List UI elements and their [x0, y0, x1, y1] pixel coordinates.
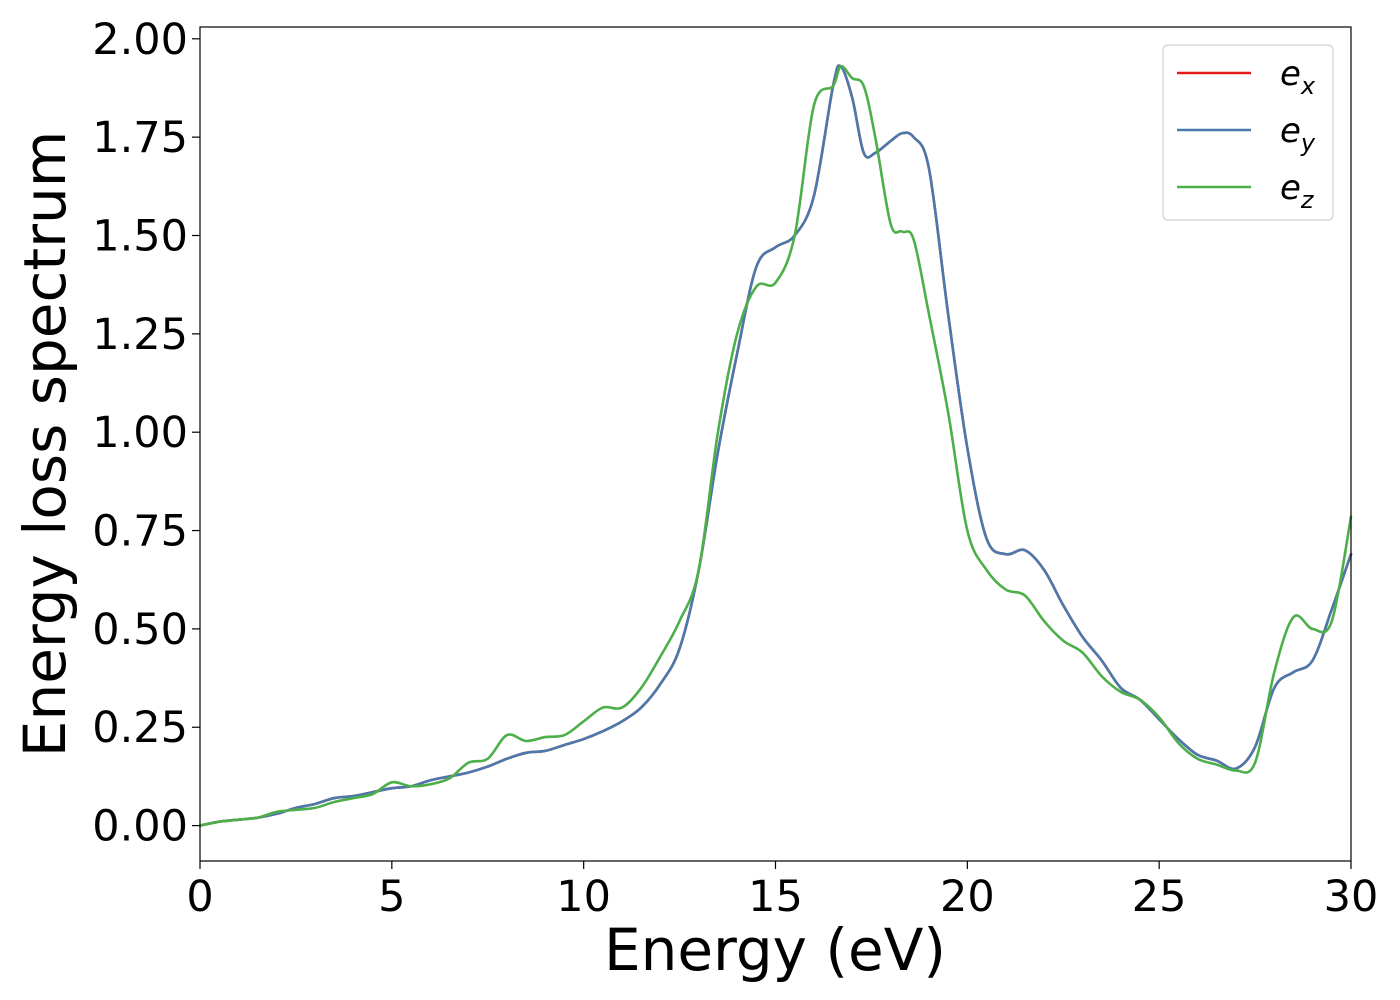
y-tick-label: 1.75 [92, 113, 188, 163]
legend-label: ey [1280, 111, 1316, 157]
x-tick-label: 30 [1324, 872, 1379, 922]
x-axis-title: Energy (eV) [604, 916, 946, 984]
legend-label: ez [1280, 168, 1315, 214]
y-tick-label: 0.50 [92, 605, 188, 655]
y-axis-title: Energy loss spectrum [11, 131, 79, 757]
legend-label: ex [1280, 54, 1316, 100]
x-tick-label: 5 [378, 872, 405, 922]
x-tick-label: 0 [186, 872, 213, 922]
x-tick-label: 10 [556, 872, 611, 922]
x-axis-ticks: 0 5 10 15 20 25 30 [186, 861, 1378, 922]
y-tick-label: 0.75 [92, 507, 188, 557]
y-tick-label: 0.00 [92, 802, 188, 852]
y-tick-label: 1.25 [92, 310, 188, 360]
y-tick-label: 2.00 [92, 15, 188, 65]
legend-box [1162, 44, 1334, 221]
y-tick-label: 0.25 [92, 703, 188, 753]
y-tick-label: 1.00 [92, 408, 188, 458]
series-layer [198, 64, 1353, 827]
x-tick-label: 15 [748, 872, 803, 922]
x-tick-label: 20 [940, 872, 995, 922]
series-line-e-z [198, 65, 1353, 827]
y-tick-label: 1.50 [92, 212, 188, 262]
y-axis-ticks: 0.00 0.25 0.50 0.75 1.00 1.25 1.50 1.75 2.00 [92, 15, 200, 852]
x-tick-label: 25 [1132, 872, 1187, 922]
legend: ex ey ez [1162, 44, 1334, 221]
